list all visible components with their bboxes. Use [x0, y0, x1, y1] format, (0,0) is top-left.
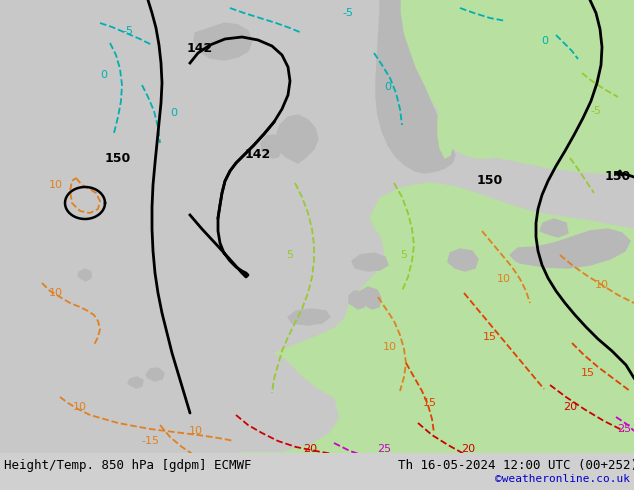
Polygon shape — [390, 0, 634, 177]
Text: 25: 25 — [617, 424, 631, 434]
Text: 0: 0 — [384, 82, 392, 92]
Text: ©weatheronline.co.uk: ©weatheronline.co.uk — [495, 474, 630, 484]
Text: 10: 10 — [595, 280, 609, 290]
Polygon shape — [376, 0, 455, 173]
Polygon shape — [352, 253, 388, 271]
Text: 5: 5 — [287, 250, 294, 260]
Text: Height/Temp. 850 hPa [gdpm] ECMWF: Height/Temp. 850 hPa [gdpm] ECMWF — [4, 459, 252, 471]
Text: 10: 10 — [189, 426, 203, 436]
Polygon shape — [359, 287, 381, 309]
Polygon shape — [400, 0, 520, 153]
Text: -5: -5 — [342, 8, 354, 18]
Text: 10: 10 — [49, 180, 63, 190]
Polygon shape — [276, 115, 318, 163]
Text: -5: -5 — [122, 26, 134, 36]
Text: Th 16-05-2024 12:00 UTC (00+252): Th 16-05-2024 12:00 UTC (00+252) — [398, 459, 634, 471]
Text: 15: 15 — [423, 398, 437, 408]
Text: -5: -5 — [590, 106, 602, 116]
Text: 150: 150 — [477, 174, 503, 188]
Polygon shape — [146, 368, 164, 381]
Polygon shape — [194, 23, 252, 60]
Text: 150: 150 — [605, 171, 631, 183]
Polygon shape — [128, 377, 143, 388]
Text: 0: 0 — [101, 70, 108, 80]
Text: 20: 20 — [461, 444, 475, 454]
Text: 142: 142 — [245, 148, 271, 162]
Polygon shape — [240, 183, 634, 453]
Text: 10: 10 — [49, 288, 63, 298]
Text: 150: 150 — [105, 151, 131, 165]
Text: 5: 5 — [401, 250, 408, 260]
Text: -15: -15 — [141, 436, 159, 446]
Text: 20: 20 — [563, 402, 577, 412]
Polygon shape — [261, 135, 282, 158]
Text: 0: 0 — [541, 36, 548, 46]
Text: 10: 10 — [73, 402, 87, 412]
Polygon shape — [288, 309, 330, 325]
Polygon shape — [428, 0, 522, 158]
Text: 10: 10 — [497, 274, 511, 284]
Text: 0: 0 — [171, 108, 178, 118]
Text: 20: 20 — [303, 444, 317, 454]
Text: 15: 15 — [483, 332, 497, 342]
Text: 15: 15 — [581, 368, 595, 378]
Polygon shape — [448, 249, 478, 271]
Polygon shape — [349, 291, 365, 309]
Polygon shape — [510, 229, 630, 268]
Polygon shape — [78, 269, 91, 281]
Text: 142: 142 — [187, 42, 213, 54]
Text: 25: 25 — [377, 444, 391, 454]
Polygon shape — [540, 219, 568, 237]
Text: 10: 10 — [383, 342, 397, 352]
